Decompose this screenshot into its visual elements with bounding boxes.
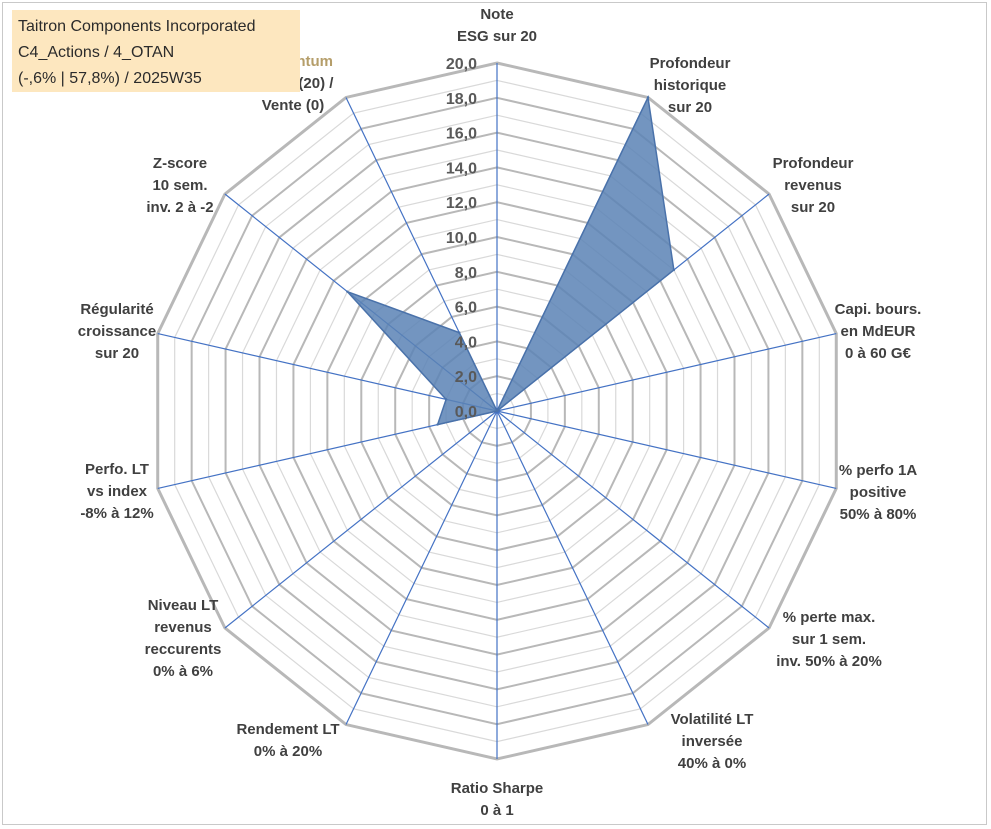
axis-label-line: inversée: [682, 733, 743, 750]
axis-label-line: positive: [850, 484, 907, 501]
tick-label: 16,0: [446, 126, 477, 143]
axis-label-line: Profondeur: [650, 55, 731, 72]
axis-label-line: 0% à 20%: [254, 743, 322, 760]
axis-label: Profondeur revenus sur 20: [773, 155, 854, 216]
axis-label-line: Régularité: [80, 301, 153, 318]
axis-label-line: % perfo 1A: [839, 462, 918, 479]
axis-label-line: sur 20: [791, 199, 835, 216]
axis-label: % perfo 1A positive 50% à 80%: [839, 462, 918, 523]
data-point: [346, 290, 349, 293]
axis-label: Capi. bours. en MdEUR 0 à 60 G€: [835, 301, 922, 362]
data-point: [495, 409, 499, 413]
axis-label-line: ESG sur 20: [457, 28, 537, 45]
tick-label: 20,0: [446, 56, 477, 73]
data-point: [672, 268, 676, 272]
tick-label: 14,0: [446, 160, 477, 177]
axis-label-line: revenus: [154, 619, 212, 636]
axis-label: Perfo. LT vs index -8% à 12%: [80, 461, 153, 522]
axis-label-line: historique: [654, 77, 727, 94]
series-area: [346, 94, 675, 426]
axis-label: Niveau LT revenus reccurents 0% à 6%: [145, 597, 222, 680]
title-line-2: C4_Actions / 4_OTAN: [18, 44, 175, 61]
axis-label: Volatilité LT inversée 40% à 0%: [671, 711, 754, 772]
data-point: [646, 96, 650, 99]
axis-label-line: Perfo. LT: [85, 461, 149, 478]
axis-label-line: sur 20: [95, 345, 139, 362]
axis-label-line: Profondeur: [773, 155, 854, 172]
axis-spoke: [496, 410, 837, 490]
tick-label: 2,0: [455, 369, 477, 386]
title-line-1: Taitron Components Incorporated: [18, 18, 256, 35]
axis-spoke: [496, 332, 837, 412]
axis-label-line: reccurents: [145, 641, 222, 658]
tick-label: 12,0: [446, 195, 477, 212]
axis-label-line: Z-score: [153, 155, 207, 172]
axis-label-line: vs index: [87, 483, 148, 500]
axis-label-line: croissance: [78, 323, 156, 340]
axis-spoke: [224, 410, 498, 629]
axis-label-line: -8% à 12%: [80, 505, 153, 522]
tick-label: 18,0: [446, 91, 477, 108]
axis-label-line: Capi. bours.: [835, 301, 922, 318]
axis-label: Z-score 10 sem. inv. 2 à -2: [146, 155, 213, 216]
axis-label: Ratio Sharpe 0 à 1: [451, 780, 544, 819]
axis-label-line: 10 sem.: [152, 177, 207, 194]
axis-label-line: sur 1 sem.: [792, 631, 866, 648]
axis-label: Note ESG sur 20: [457, 6, 537, 45]
axis-spoke: [345, 410, 498, 725]
axis-label-line: 0 à 60 G€: [845, 345, 912, 362]
chart-title-box: Taitron Components Incorporated C4_Actio…: [12, 10, 300, 92]
axis-label-line: 40% à 0%: [678, 755, 746, 772]
axis-spoke: [496, 410, 770, 629]
tick-label: 0,0: [455, 404, 477, 421]
axis-label-line: sur 20: [668, 99, 712, 116]
axis-label-line: Vente (0): [262, 97, 325, 114]
data-point: [458, 331, 461, 334]
axis-label-line: Niveau LT: [148, 597, 219, 614]
axis-label-line: Note: [480, 6, 513, 23]
axis-label-line: Volatilité LT: [671, 711, 754, 728]
axis-label: Régularité croissance sur 20: [78, 301, 156, 362]
tick-label: 4,0: [455, 334, 477, 351]
axis-spoke: [496, 410, 649, 725]
axis-label: Rendement LT 0% à 20%: [236, 721, 339, 760]
axis-label-line: inv. 50% à 20%: [776, 653, 882, 670]
tick-label: 6,0: [455, 300, 477, 317]
title-line-3: (-,6% | 57,8%) / 2025W35: [18, 70, 202, 87]
data-point: [444, 398, 448, 401]
tick-label: 10,0: [446, 230, 477, 247]
axis-label-line: 0 à 1: [480, 802, 513, 819]
axis-label-line: 50% à 80%: [840, 506, 917, 523]
axis-label-line: 0% à 6%: [153, 663, 213, 680]
axis-label-line: Rendement LT: [236, 721, 339, 738]
axis-label-line: Ratio Sharpe: [451, 780, 544, 797]
axis-label-line: revenus: [784, 177, 842, 194]
axis-label-line: inv. 2 à -2: [146, 199, 213, 216]
axis-label-line: en MdEUR: [841, 323, 916, 340]
axis-label: Profondeur historique sur 20: [650, 55, 731, 116]
axis-label: % perte max. sur 1 sem. inv. 50% à 20%: [776, 609, 882, 670]
data-point: [436, 423, 439, 426]
axis-spoke: [157, 332, 498, 412]
tick-label: 8,0: [455, 265, 477, 282]
axis-label-line: % perte max.: [783, 609, 876, 626]
